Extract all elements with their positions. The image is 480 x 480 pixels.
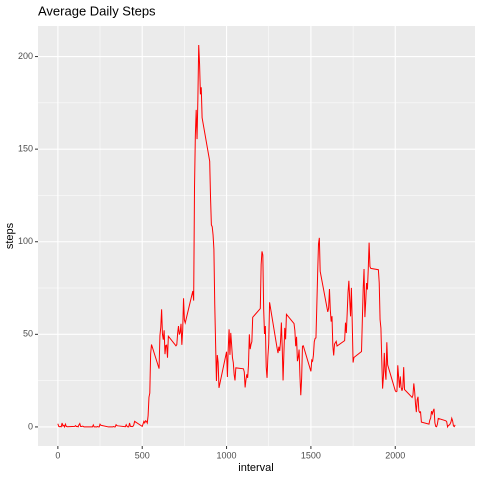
data-line — [57, 45, 456, 429]
panel — [38, 26, 475, 446]
chart-title: Average Daily Steps — [38, 3, 156, 18]
x-tick-label: 2000 — [385, 450, 405, 460]
x-tick-label: 1500 — [301, 450, 321, 460]
x-axis-label: interval — [238, 462, 273, 474]
y-axis-label: steps — [4, 222, 16, 249]
y-tick-label: 0 — [28, 421, 33, 431]
x-tick-label: 1000 — [217, 450, 237, 460]
y-tick-label: 100 — [18, 236, 33, 246]
x-tick-label: 0 — [55, 450, 60, 460]
y-tick-label: 50 — [23, 329, 33, 339]
y-tick-label: 200 — [18, 51, 33, 61]
y-tick-label: 150 — [18, 144, 33, 154]
x-tick-label: 500 — [135, 450, 150, 460]
